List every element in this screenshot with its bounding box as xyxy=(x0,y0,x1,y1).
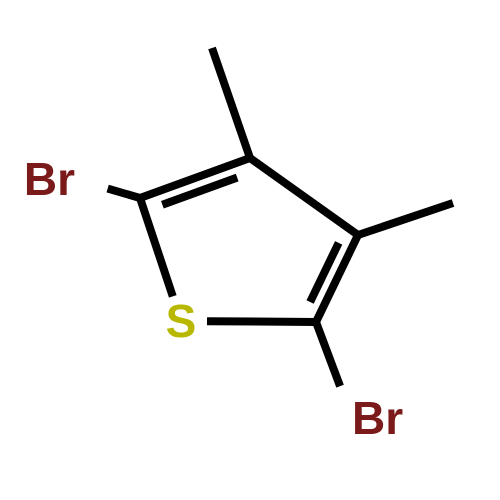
chemical-structure: S Br Br xyxy=(0,0,500,500)
atom-Br1: Br xyxy=(24,153,75,205)
atom-S: S xyxy=(166,295,197,347)
atom-Br2: Br xyxy=(352,392,403,444)
